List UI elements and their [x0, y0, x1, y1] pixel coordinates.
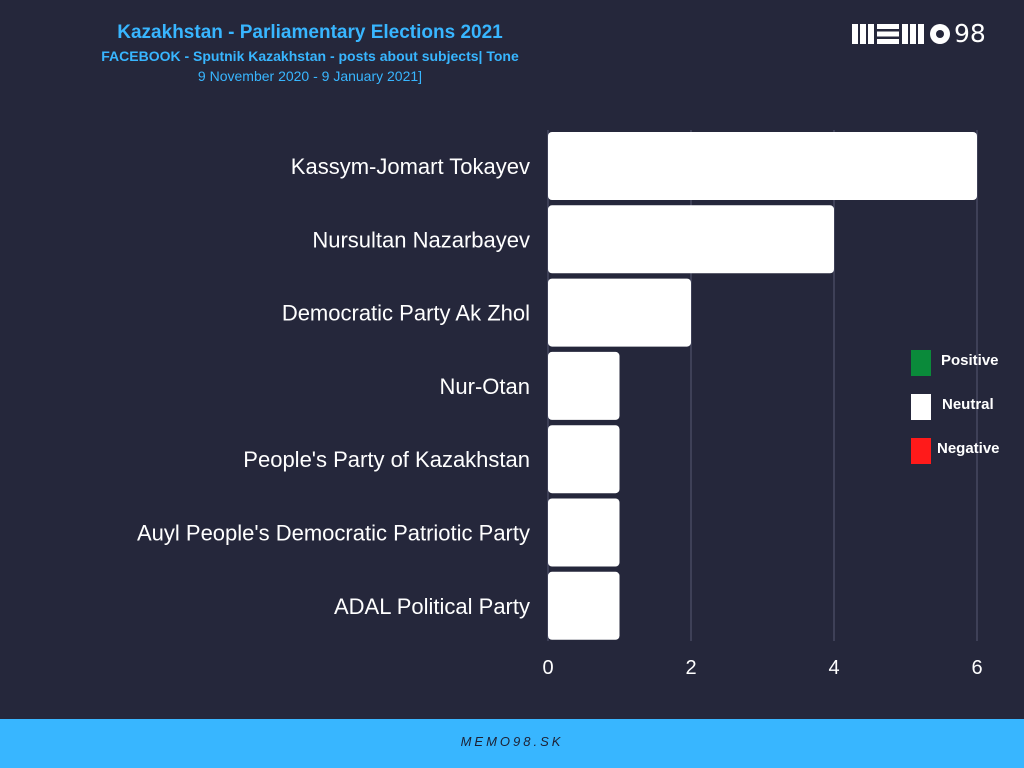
chart-subtitle: FACEBOOK - Sputnik Kazakhstan - posts ab…	[101, 48, 519, 64]
legend-swatch-negative	[911, 438, 931, 464]
legend-label-negative: Negative	[937, 440, 1000, 457]
category-label-3: Nur-Otan	[440, 374, 530, 399]
x-tick-label-6: 6	[971, 657, 982, 679]
bar-neutral-4	[548, 425, 620, 494]
x-tick-label-4: 4	[828, 657, 839, 679]
logo-text: 98	[954, 19, 986, 48]
category-label-5: Auyl People's Democratic Patriotic Party	[137, 521, 530, 546]
bar-neutral-1	[548, 205, 834, 274]
legend-swatch-neutral	[911, 394, 931, 420]
bar-neutral-6	[548, 571, 620, 640]
category-label-4: People's Party of Kazakhstan	[243, 447, 530, 472]
category-label-0: Kassym-Jomart Tokayev	[291, 154, 530, 179]
x-tick-label-0: 0	[542, 657, 553, 679]
chart-header: Kazakhstan - Parliamentary Elections 202…	[0, 20, 620, 86]
footer-bar: MEMO98.SK	[0, 719, 1024, 768]
bar-neutral-5	[548, 498, 620, 567]
memo98-logo: 98	[852, 20, 987, 48]
category-label-2: Democratic Party Ak Zhol	[282, 301, 530, 326]
bar-neutral-3	[548, 351, 620, 420]
memo-logo-mark-icon	[852, 24, 950, 44]
footer-link[interactable]: MEMO98.SK	[460, 734, 564, 749]
x-axis-ticks: 0 2 4 6	[542, 657, 982, 679]
category-label-1: Nursultan Nazarbayev	[312, 227, 530, 252]
category-label-6: ADAL Political Party	[334, 594, 530, 619]
legend-label-positive: Positive	[941, 352, 999, 369]
bar-chart: Kassym-Jomart Tokayev Nursultan Nazarbaye…	[137, 130, 983, 679]
chart-title: Kazakhstan - Parliamentary Elections 202…	[117, 22, 503, 43]
date-range: 9 November 2020 - 9 January 2021]	[197, 68, 423, 84]
category-labels: Kassym-Jomart Tokayev Nursultan Nazarbaye…	[137, 154, 530, 619]
x-tick-label-2: 2	[685, 657, 696, 679]
bar-neutral-2	[548, 278, 691, 347]
bar-neutral-0	[548, 132, 977, 200]
legend-swatch-positive	[911, 350, 931, 376]
bars-layer	[548, 132, 977, 640]
legend-label-neutral: Neutral	[942, 396, 994, 413]
